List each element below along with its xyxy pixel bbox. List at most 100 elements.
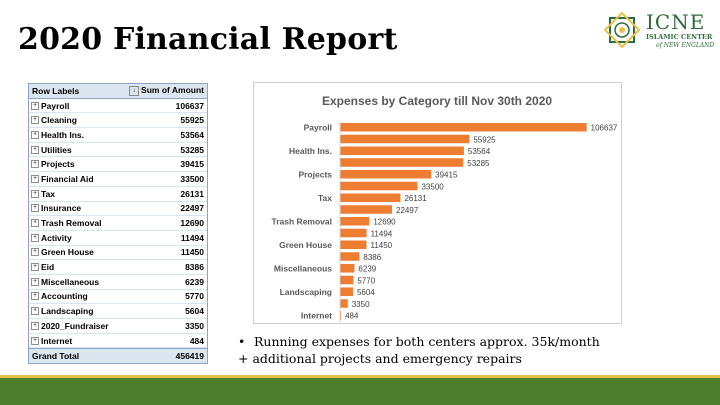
pivot-row-label: Accounting (41, 291, 88, 302)
pivot-row-value: 55925 (180, 115, 204, 126)
pivot-row-label-cell: + Health Ins. (29, 130, 144, 140)
pivot-row[interactable]: + Health Ins. 53564 (29, 128, 207, 143)
expand-icon[interactable]: + (31, 292, 39, 301)
expand-icon[interactable]: + (31, 116, 39, 125)
pivot-row[interactable]: + Payroll 106637 (29, 99, 207, 114)
pivot-row-value: 11450 (180, 247, 204, 258)
pivot-row[interactable]: + Accounting 5770 (29, 290, 207, 305)
grand-total-value: 456419 (175, 351, 204, 362)
category-tick-label: Payroll (304, 123, 332, 133)
logo-abbr: ICNE (646, 10, 706, 34)
pivot-row[interactable]: + Trash Removal 12690 (29, 216, 207, 231)
expand-icon[interactable]: + (31, 189, 39, 198)
notes: • Running expenses for both centers appro… (238, 333, 600, 367)
category-tick-label: Landscaping (280, 287, 332, 297)
bar-eid (340, 252, 360, 261)
bar-accounting (340, 275, 354, 285)
expand-icon[interactable]: + (31, 174, 39, 183)
pivot-row-label: Tax (41, 188, 56, 199)
sort-filter-icon[interactable]: ↓ (129, 86, 140, 97)
expand-icon[interactable]: + (31, 233, 39, 242)
bar-health-ins- (340, 146, 464, 155)
bar-payroll (340, 123, 587, 132)
expand-icon[interactable]: + (31, 321, 39, 330)
pivot-row[interactable]: + Internet 484 (29, 334, 207, 349)
data-label: 33500 (421, 182, 444, 191)
data-label: 12690 (373, 218, 396, 227)
bar-activity (340, 228, 367, 238)
expand-icon[interactable]: + (31, 219, 39, 228)
category-tick-label: Internet (301, 311, 332, 321)
pivot-row-label: Landscaping (41, 306, 94, 317)
pivot-row-value: 5770 (185, 291, 204, 302)
grand-total-label: Grand Total (32, 351, 80, 362)
pivot-row-label-cell: + Cleaning (29, 115, 144, 125)
pivot-row[interactable]: + Cleaning 55925 (29, 113, 207, 129)
pivot-row-label-cell: + Landscaping (29, 306, 144, 316)
pivot-row-value: 26131 (180, 188, 204, 199)
pivot-row[interactable]: + Miscellaneous 6239 (29, 275, 207, 290)
expand-icon[interactable]: + (31, 160, 39, 169)
pivot-row[interactable]: + Landscaping 5604 (29, 304, 207, 319)
data-label: 5604 (357, 288, 375, 297)
pivot-row-label: Internet (41, 335, 73, 346)
pivot-row-label-cell: + Internet (29, 336, 144, 346)
pivot-row-label-cell: + Accounting (29, 291, 144, 301)
expand-icon[interactable]: + (31, 145, 39, 154)
pivot-row[interactable]: + Activity 11494 (29, 231, 207, 246)
pivot-row-label: Health Ins. (41, 129, 84, 140)
pivot-row-label-cell: + Activity (29, 233, 144, 243)
data-label: 26131 (404, 194, 427, 203)
pivot-row[interactable]: + Eid 8386 (29, 260, 207, 275)
data-label: 39415 (435, 171, 458, 180)
category-tick-label: Green House (279, 240, 332, 250)
expand-icon[interactable]: + (31, 277, 39, 286)
pivot-row-label: Financial Aid (41, 173, 94, 184)
pivot-row-value: 106637 (175, 100, 204, 111)
bar-2020-fundraiser (340, 299, 348, 308)
pivot-header: Row Labels ↓ Sum of Amount (29, 84, 207, 99)
pivot-row-value: 22497 (180, 203, 204, 214)
expand-icon[interactable]: + (31, 307, 39, 316)
page-title: 2020 Financial Report (18, 22, 398, 57)
row-labels-header[interactable]: Row Labels (32, 85, 80, 96)
data-label: 8386 (363, 253, 381, 262)
pivot-row[interactable]: +2020_Fundraiser 3350 (29, 319, 207, 334)
pivot-row[interactable]: + Financial Aid 33500 (29, 172, 207, 187)
logo-line1: ISLAMIC CENTER (646, 33, 713, 41)
bar-internet (340, 311, 342, 320)
expand-icon[interactable]: + (31, 204, 39, 213)
expand-icon[interactable]: + (31, 130, 39, 139)
pivot-row-label: Green House (41, 247, 94, 258)
pivot-row-label-cell: + Financial Aid (29, 174, 144, 184)
pivot-row-value: 8386 (185, 262, 204, 273)
expand-icon[interactable]: + (31, 263, 39, 272)
pivot-row[interactable]: + Insurance 22497 (29, 202, 207, 217)
footer-accent-stripe (0, 375, 720, 378)
data-label: 11494 (371, 229, 393, 238)
pivot-row-value: 53564 (180, 129, 204, 140)
expand-icon[interactable]: + (31, 248, 39, 257)
pivot-row-value: 3350 (185, 320, 204, 331)
note-line-2: + additional projects and emergency repa… (238, 351, 522, 366)
expenses-chart: Expenses by Category till Nov 30th 2020 … (253, 82, 622, 324)
category-tick-label: Trash Removal (272, 217, 332, 227)
pivot-row-value: 484 (189, 335, 204, 346)
note-bullet-1: • Running expenses for both centers appro… (238, 333, 600, 350)
sum-header[interactable]: ↓ Sum of Amount (118, 85, 207, 97)
pivot-row-value: 5604 (185, 306, 204, 317)
pivot-row[interactable]: + Utilities 53285 (29, 143, 207, 158)
pivot-row[interactable]: + Green House 11450 (29, 246, 207, 261)
pivot-row-label: Insurance (41, 203, 82, 214)
pivot-row[interactable]: + Projects 39415 (29, 157, 207, 173)
bar-landscaping (340, 287, 353, 296)
category-tick-label: Tax (318, 193, 332, 203)
data-label: 11450 (370, 241, 392, 250)
expand-icon[interactable]: + (31, 336, 39, 345)
expand-icon[interactable]: + (31, 101, 39, 110)
expenses-bar-chart: Expenses by Category till Nov 30th 2020 … (272, 94, 618, 323)
bar-cleaning (340, 134, 470, 144)
pivot-row[interactable]: + Tax 26131 (29, 187, 207, 202)
data-label: 106637 (591, 124, 618, 133)
logo-line2: of NEW ENGLAND (656, 42, 715, 49)
